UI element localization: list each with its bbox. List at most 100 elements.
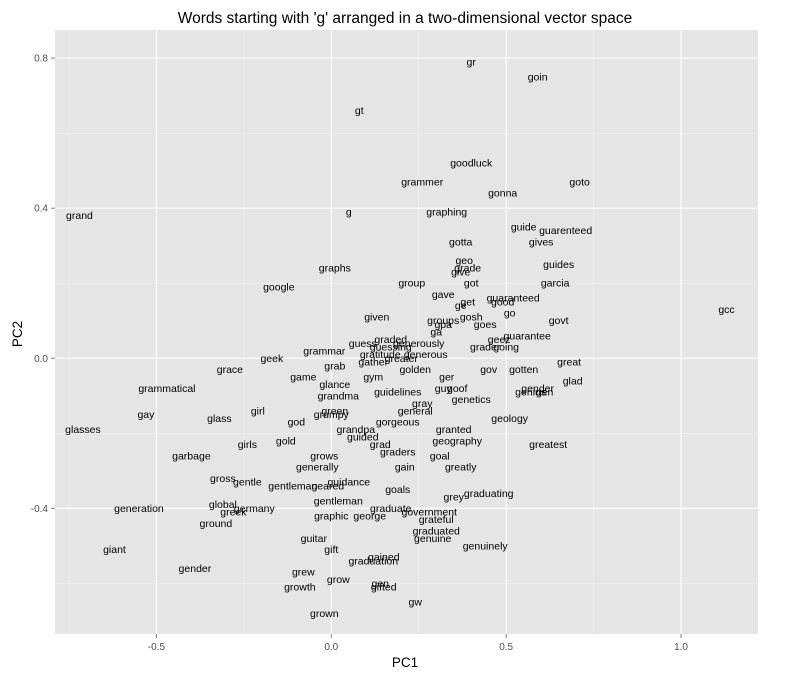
- word-label: game: [290, 372, 316, 384]
- word-label: grade: [454, 263, 481, 275]
- word-label: gen: [536, 387, 554, 399]
- word-label: granted: [436, 424, 472, 436]
- major-gridlines: [55, 30, 758, 634]
- word-label: google: [263, 281, 295, 293]
- word-label: guy: [435, 383, 453, 395]
- word-label: guarantee: [504, 330, 551, 342]
- word-label: gross: [210, 473, 236, 485]
- word-label: genetics: [452, 394, 491, 406]
- word-label: grammer: [401, 176, 444, 188]
- word-label: graduation: [348, 555, 398, 567]
- word-label: grateful: [419, 514, 454, 526]
- word-label: gcc: [718, 304, 734, 316]
- word-label: geology: [491, 413, 529, 425]
- word-label: got: [464, 278, 479, 290]
- word-label: geography: [432, 435, 482, 447]
- word-label: grab: [324, 360, 345, 372]
- word-label: group: [398, 278, 425, 290]
- word-label: guided: [347, 432, 379, 444]
- word-label: green: [321, 405, 348, 417]
- word-label: gpa: [434, 319, 452, 331]
- word-label: ga: [430, 327, 442, 339]
- word-label: gain: [395, 462, 415, 474]
- chart-title: Words starting with 'g' arranged in a tw…: [178, 10, 633, 27]
- word-label: geo: [455, 255, 473, 267]
- x-axis-label: PC1: [392, 655, 418, 670]
- word-label: geez: [488, 334, 511, 346]
- word-label: goes: [474, 319, 497, 331]
- word-label: gonna: [488, 188, 517, 200]
- word-label: grumpy: [314, 409, 350, 421]
- x-tick-label: 0.0: [324, 642, 338, 653]
- word-label: guide: [511, 221, 537, 233]
- word-label: gifted: [371, 582, 397, 594]
- word-label: guaranteed: [487, 293, 540, 305]
- word-label: grammatical: [138, 383, 195, 395]
- word-label: goodluck: [450, 158, 493, 170]
- word-label: give: [451, 266, 470, 278]
- word-label: glad: [563, 375, 583, 387]
- word-label: graphic: [314, 510, 348, 522]
- y-axis-label: PC2: [10, 321, 25, 347]
- word-label: go: [504, 308, 516, 320]
- word-label: graded: [374, 334, 407, 346]
- word-label: gives: [529, 236, 554, 248]
- word-label: guitar: [301, 533, 328, 545]
- word-label: god: [288, 417, 306, 429]
- word-label: graduating: [464, 488, 514, 500]
- x-axis: -0.5 0.0 0.5 1.0: [148, 634, 688, 653]
- word-label: grandma: [318, 390, 360, 402]
- word-label: ge: [455, 300, 467, 312]
- y-tick-label: -0.4: [31, 504, 49, 515]
- word-label: gotten: [509, 364, 538, 376]
- word-label: gym: [363, 372, 383, 384]
- word-label: gentleman: [314, 495, 363, 507]
- word-label: gov: [480, 364, 498, 376]
- word-label: genius: [515, 387, 546, 399]
- word-label: get: [460, 296, 475, 308]
- word-label: greatly: [445, 462, 477, 474]
- word-label: guarenteed: [539, 225, 592, 237]
- word-label: garbage: [172, 450, 211, 462]
- word-label: grader: [470, 342, 501, 354]
- word-label: guess: [349, 338, 377, 350]
- word-label: gender: [521, 383, 554, 395]
- word-label: gave: [432, 289, 455, 301]
- word-label: germany: [234, 503, 276, 515]
- word-label: gentle: [233, 477, 262, 489]
- word-label: gray: [412, 398, 433, 410]
- word-label: ground: [200, 518, 233, 530]
- word-label: graphs: [319, 263, 351, 275]
- word-label: graders: [380, 447, 416, 459]
- word-label: global: [209, 499, 237, 511]
- word-label: greater: [385, 353, 419, 365]
- word-label: golden: [399, 364, 431, 376]
- word-label: gift: [324, 544, 338, 556]
- word-label: given: [364, 311, 389, 323]
- word-label: graduated: [413, 525, 460, 537]
- word-label: goal: [430, 450, 450, 462]
- word-label: glance: [319, 379, 350, 391]
- word-label: gratitude: [360, 349, 401, 361]
- word-label: gender: [179, 563, 212, 575]
- word-label: girl: [251, 405, 265, 417]
- word-label: grandpa: [337, 424, 376, 436]
- word-label: g: [346, 206, 352, 218]
- word-label: grammar: [303, 345, 346, 357]
- word-label: groups: [427, 315, 459, 327]
- word-label: greatest: [529, 439, 567, 451]
- word-label: grown: [310, 608, 339, 620]
- word-label: gosh: [460, 311, 483, 323]
- word-label: going: [493, 342, 519, 354]
- y-axis: -0.4 0.0 0.4 0.8: [31, 54, 55, 515]
- word-label: growth: [284, 582, 316, 594]
- word-label: gather: [358, 357, 388, 369]
- word-label: grad: [370, 439, 391, 451]
- minor-gridlines: [55, 30, 758, 634]
- x-tick-label: 0.5: [499, 642, 513, 653]
- word-label: goto: [569, 176, 590, 188]
- word-label: ger: [439, 372, 455, 384]
- word-label: great: [557, 357, 581, 369]
- word-label: guidance: [327, 477, 370, 489]
- word-label: glass: [207, 413, 232, 425]
